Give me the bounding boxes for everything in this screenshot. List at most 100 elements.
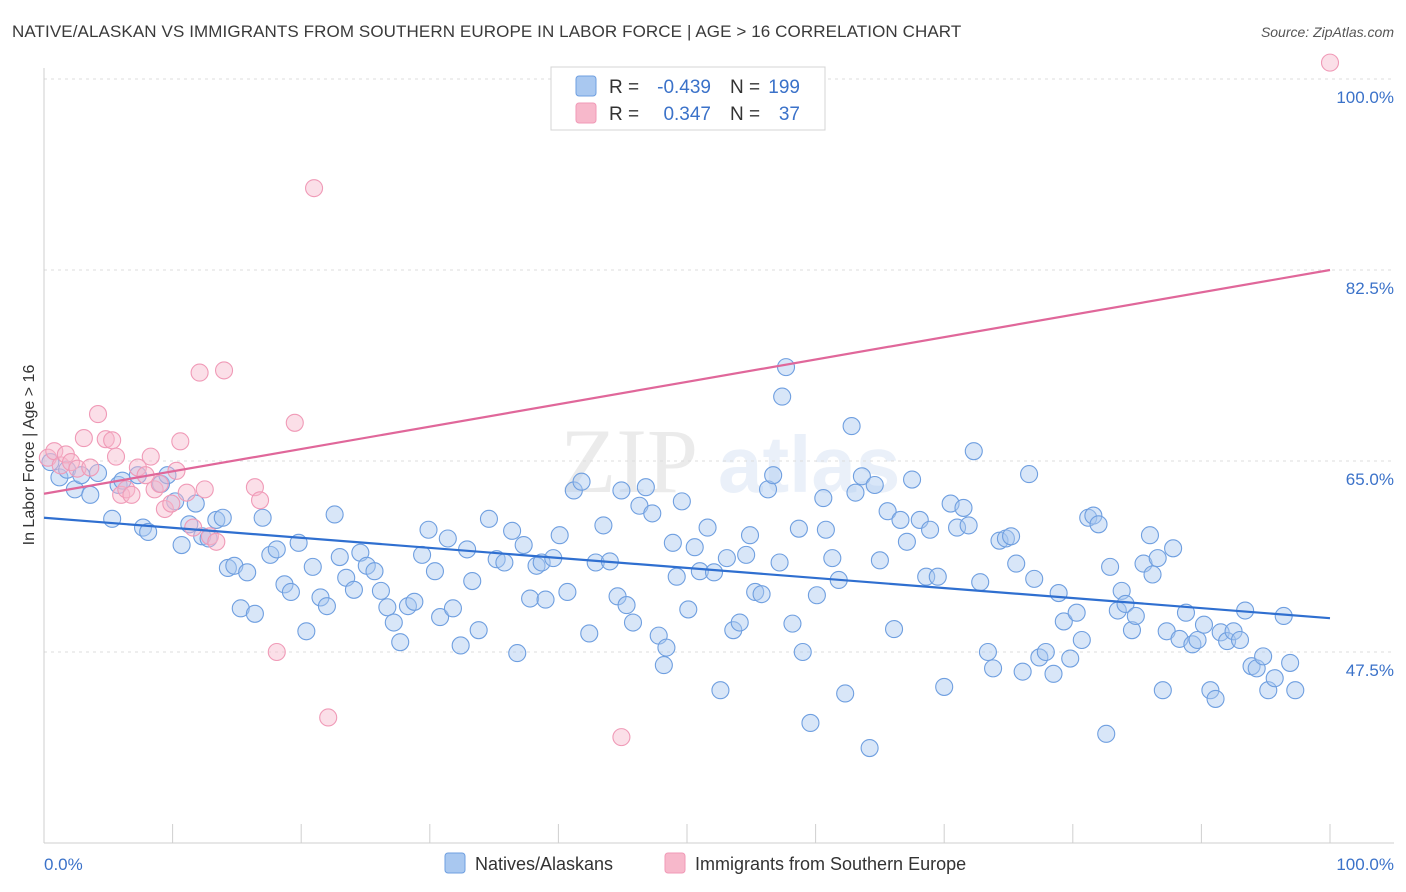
trend-line-immigrants <box>43 268 1331 495</box>
native-point-181 <box>1194 615 1214 634</box>
native-point-94 <box>685 538 704 557</box>
immigrant-point-38 <box>1320 53 1340 72</box>
native-point-101 <box>730 613 749 632</box>
native-point-35 <box>303 557 322 576</box>
y-tick-label-1: 65.0% <box>1346 470 1394 489</box>
native-point-30 <box>267 540 286 559</box>
native-point-118 <box>823 549 842 568</box>
native-point-45 <box>371 581 390 600</box>
immigrant-point-4 <box>61 453 81 472</box>
native-point-140 <box>959 516 978 535</box>
native-point-56 <box>443 599 462 618</box>
native-point-156 <box>1054 612 1073 631</box>
immigrant-point-24 <box>177 483 196 502</box>
native-point-172 <box>1143 565 1162 584</box>
native-point-67 <box>521 589 540 608</box>
immigrant-point-33 <box>267 642 286 662</box>
native-point-5 <box>81 485 100 504</box>
bottom-legend-label-immigrants: Immigrants from Southern Europe <box>695 854 966 874</box>
native-point-92 <box>672 492 691 511</box>
native-point-115 <box>807 586 826 605</box>
native-point-136 <box>935 677 954 696</box>
immigrant-point-7 <box>81 458 100 477</box>
native-point-121 <box>842 417 861 436</box>
native-point-153 <box>1036 642 1055 662</box>
immigrant-point-17 <box>141 447 160 466</box>
native-point-150 <box>1020 465 1039 484</box>
legend-n-value-1: 199 <box>768 77 800 98</box>
native-point-83 <box>623 613 643 632</box>
immigrant-point-26 <box>190 363 209 382</box>
immigrant-point-11 <box>106 447 126 466</box>
native-point-48 <box>391 633 410 652</box>
trend-lines <box>43 268 1331 620</box>
immigrant-point-21 <box>162 494 181 513</box>
watermark-atlas: atlas <box>718 420 900 509</box>
native-point-69 <box>532 553 551 572</box>
native-point-28 <box>253 508 272 527</box>
native-point-44 <box>365 562 384 581</box>
native-point-125 <box>865 475 884 495</box>
native-point-78 <box>594 516 613 535</box>
native-point-97 <box>704 563 724 582</box>
legend-n-value-2: 37 <box>779 104 800 125</box>
native-point-167 <box>1116 594 1135 614</box>
native-point-111 <box>783 614 802 633</box>
immigrant-point-36 <box>319 708 338 727</box>
native-point-138 <box>948 518 967 537</box>
native-point-180 <box>1188 630 1207 650</box>
native-point-148 <box>1007 554 1026 573</box>
native-point-96 <box>698 518 717 537</box>
correlation-legend: R = -0.439 N = 199 R = 0.347 N = 37 <box>550 66 826 131</box>
immigrant-point-34 <box>285 413 304 432</box>
native-point-193 <box>1265 669 1284 688</box>
immigrant-point-19 <box>150 474 169 493</box>
native-point-72 <box>550 526 569 545</box>
native-point-185 <box>1218 632 1237 651</box>
immigrant-point-10 <box>103 431 122 450</box>
native-point-174 <box>1153 681 1172 700</box>
native-point-102 <box>737 545 756 564</box>
native-point-157 <box>1061 649 1080 668</box>
native-point-110 <box>773 387 792 406</box>
native-point-164 <box>1101 557 1120 576</box>
native-point-34 <box>297 622 316 641</box>
native-point-81 <box>612 481 631 500</box>
native-point-126 <box>870 551 889 570</box>
legend-n-label-1: N = <box>730 77 760 98</box>
native-point-59 <box>463 572 482 591</box>
native-point-52 <box>419 520 438 539</box>
native-point-195 <box>1281 653 1300 672</box>
legend-n-label-2: N = <box>730 104 760 125</box>
chart-title: NATIVE/ALASKAN VS IMMIGRANTS FROM SOUTHE… <box>12 22 962 41</box>
native-point-191 <box>1254 647 1273 666</box>
immigrant-point-25 <box>184 518 203 537</box>
legend-r-label-2: R = <box>609 104 639 125</box>
native-point-65 <box>508 644 527 663</box>
bottom-legend-swatch-immigrants <box>664 852 686 874</box>
native-point-50 <box>405 592 424 611</box>
native-point-99 <box>717 549 736 568</box>
native-point-149 <box>1013 662 1032 681</box>
native-point-130 <box>897 532 916 551</box>
native-point-113 <box>793 642 812 662</box>
source-credit: Source: ZipAtlas.com <box>1260 24 1394 40</box>
native-point-108 <box>770 553 789 572</box>
native-point-82 <box>617 596 636 615</box>
native-point-31 <box>275 575 294 594</box>
native-point-91 <box>667 567 686 586</box>
immigrant-point-18 <box>145 480 164 499</box>
native-point-112 <box>789 519 808 538</box>
native-point-187 <box>1230 630 1250 650</box>
native-point-70 <box>536 590 555 609</box>
native-point-142 <box>971 573 990 592</box>
native-point-158 <box>1067 603 1086 622</box>
native-point-114 <box>801 713 820 732</box>
native-point-147 <box>1002 527 1021 546</box>
native-point-173 <box>1148 549 1167 568</box>
native-point-182 <box>1201 681 1220 700</box>
legend-swatch-immigrants <box>575 102 597 124</box>
native-point-169 <box>1126 606 1145 626</box>
native-point-16 <box>172 535 191 555</box>
